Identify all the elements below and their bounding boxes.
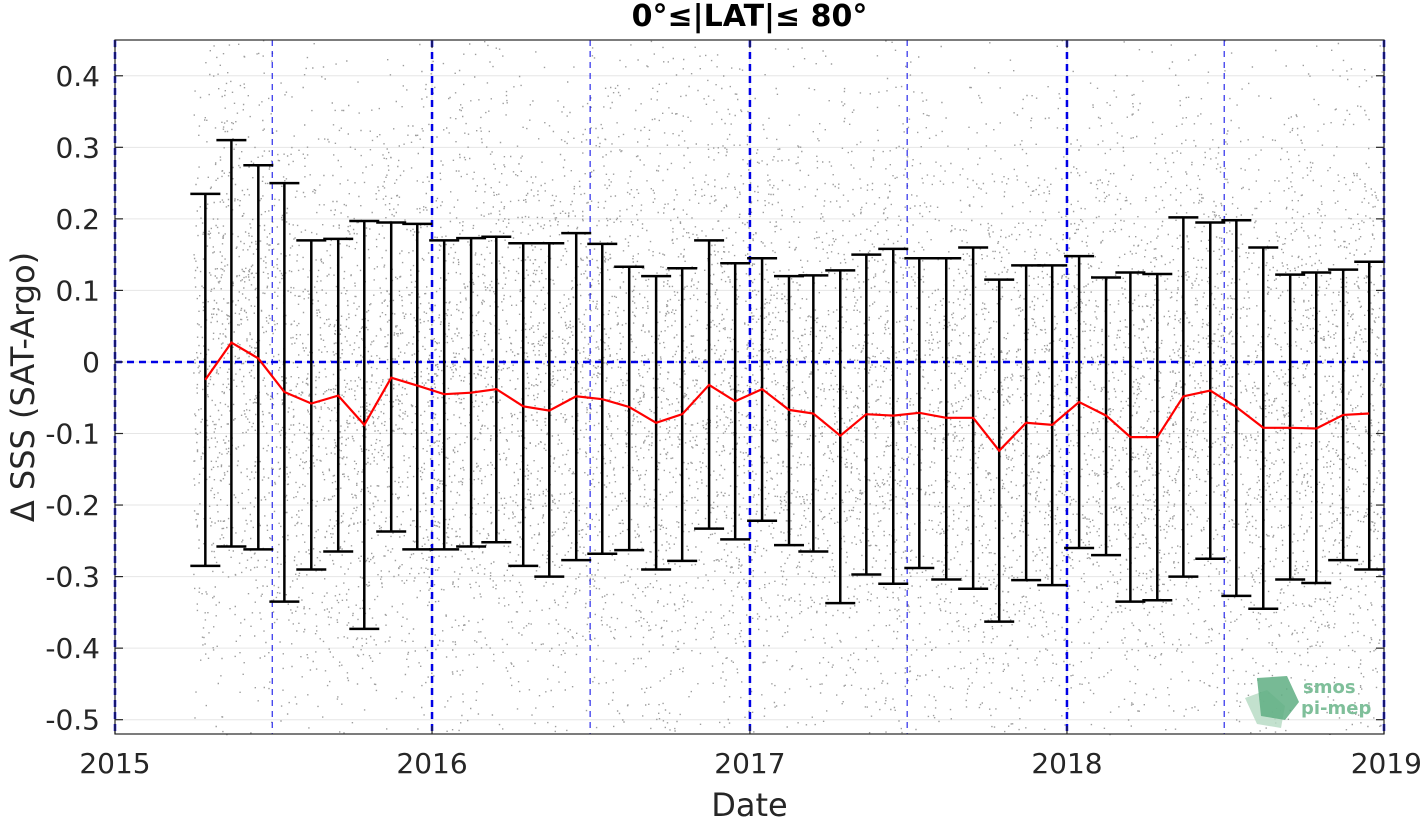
y-tick-label: -0.5 [45, 704, 100, 737]
logo-text-line1: smos [1303, 677, 1356, 698]
y-tick-label: 0.3 [55, 131, 100, 164]
y-tick-label: -0.1 [45, 418, 100, 451]
error-bars [190, 138, 1385, 631]
x-axis-label: Date [711, 786, 787, 819]
x-tick-label: 2015 [79, 747, 150, 780]
x-tick-label: 2018 [1031, 747, 1102, 780]
scatter-dots [193, 40, 1386, 736]
y-tick-label: -0.2 [45, 489, 100, 522]
y-tick-label: 0.2 [55, 203, 100, 236]
y-axis-label: Δ SSS (SAT-Argo) [4, 252, 42, 522]
logo-text-line2: pi-mep [1301, 698, 1371, 719]
scatter-points [193, 40, 1386, 736]
x-tick-label: 2016 [396, 747, 467, 780]
logo-mark-front [1257, 676, 1299, 720]
y-tick-label: 0.1 [55, 274, 100, 307]
y-tick-label: 0 [82, 346, 100, 379]
y-tick-label: -0.4 [45, 632, 100, 665]
y-axis: 0.4 0.3 0.2 0.1 0 -0.1 -0.2 -0.3 -0.4 -0.5 [45, 60, 1384, 737]
smos-pimep-logo: smos pi-mep [1245, 676, 1371, 728]
x-tick-label: 2017 [714, 747, 785, 780]
mean-series-line [204, 341, 1370, 453]
y-tick-label: 0.4 [55, 60, 100, 93]
chart-title: 0°≤|LAT|≤ 80° [632, 0, 868, 34]
x-axis: 2015 2016 2017 2018 2019 [79, 40, 1422, 780]
y-tick-label: -0.3 [45, 561, 100, 594]
mean-line [204, 341, 1370, 453]
x-tick-label: 2019 [1351, 747, 1422, 780]
